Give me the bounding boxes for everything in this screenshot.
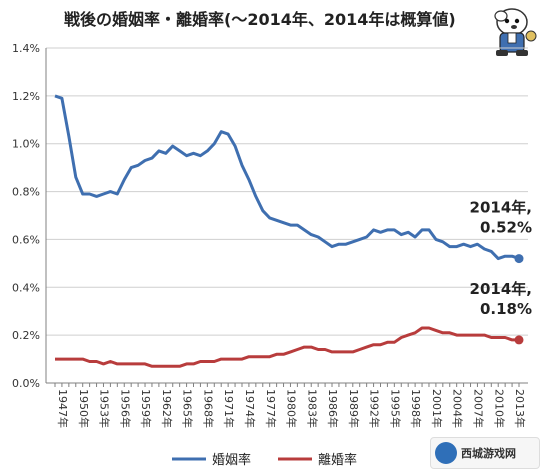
x-tick-label: 2010年 (492, 389, 506, 428)
x-tick-label: 2013年 (513, 389, 527, 428)
x-tick-label: 1980年 (285, 389, 299, 428)
x-tick-label: 1986年 (326, 389, 340, 428)
x-tick-label: 2001年 (430, 389, 444, 428)
mascot-icon (494, 8, 537, 56)
watermark: 西城游戏网 (430, 437, 540, 469)
x-tick-label: 1977年 (264, 389, 278, 428)
watermark-logo-icon (435, 442, 457, 464)
divorce-rate-line (55, 326, 519, 368)
x-tick-label: 1953年 (98, 389, 112, 428)
x-tick-label: 1968年 (201, 389, 215, 428)
x-tick-label: 1995年 (388, 389, 402, 428)
watermark-text: 西城游戏网 (461, 447, 516, 460)
y-tick-label: 0.6% (12, 233, 40, 246)
x-tick-label: 2007年 (472, 389, 486, 428)
x-tick-label: 1962年 (160, 389, 174, 428)
legend-label: 離婚率 (318, 452, 357, 468)
endpoint-marker (514, 254, 524, 264)
x-tick-label: 1956年 (118, 389, 132, 428)
annotation-value-label: 0.52% (480, 219, 532, 237)
y-tick-label: 0.0% (12, 377, 40, 390)
y-tick-label: 0.8% (12, 186, 40, 199)
x-tick-label: 2004年 (451, 389, 465, 428)
endpoint-marker (514, 335, 524, 345)
x-tick-label: 1965年 (181, 389, 195, 428)
y-tick-label: 1.2% (12, 90, 40, 103)
x-tick-label: 1971年 (222, 389, 236, 428)
x-tick-label: 1983年 (305, 389, 319, 428)
annotation-year-label: 2014年, (470, 280, 532, 298)
x-tick-label: 1950年 (77, 389, 91, 428)
y-tick-label: 0.2% (12, 329, 40, 342)
y-tick-label: 1.0% (12, 138, 40, 151)
legend-label: 婚姻率 (212, 452, 251, 468)
x-tick-label: 1989年 (347, 389, 361, 428)
x-tick-label: 1959年 (139, 389, 153, 428)
x-tick-label: 1998年 (409, 389, 423, 428)
marriage-rate-line (54, 94, 520, 261)
x-tick-label: 1992年 (368, 389, 382, 428)
y-tick-label: 0.4% (12, 281, 40, 294)
annotation-value-label: 0.18% (480, 300, 532, 318)
x-tick-label: 1947年 (56, 389, 70, 428)
chart-title: 戦後の婚姻率・離婚率(〜2014年、2014年は概算値) (64, 10, 456, 29)
annotation-year-label: 2014年, (470, 199, 532, 217)
y-tick-label: 1.4% (12, 42, 40, 55)
x-tick-label: 1974年 (243, 389, 257, 428)
